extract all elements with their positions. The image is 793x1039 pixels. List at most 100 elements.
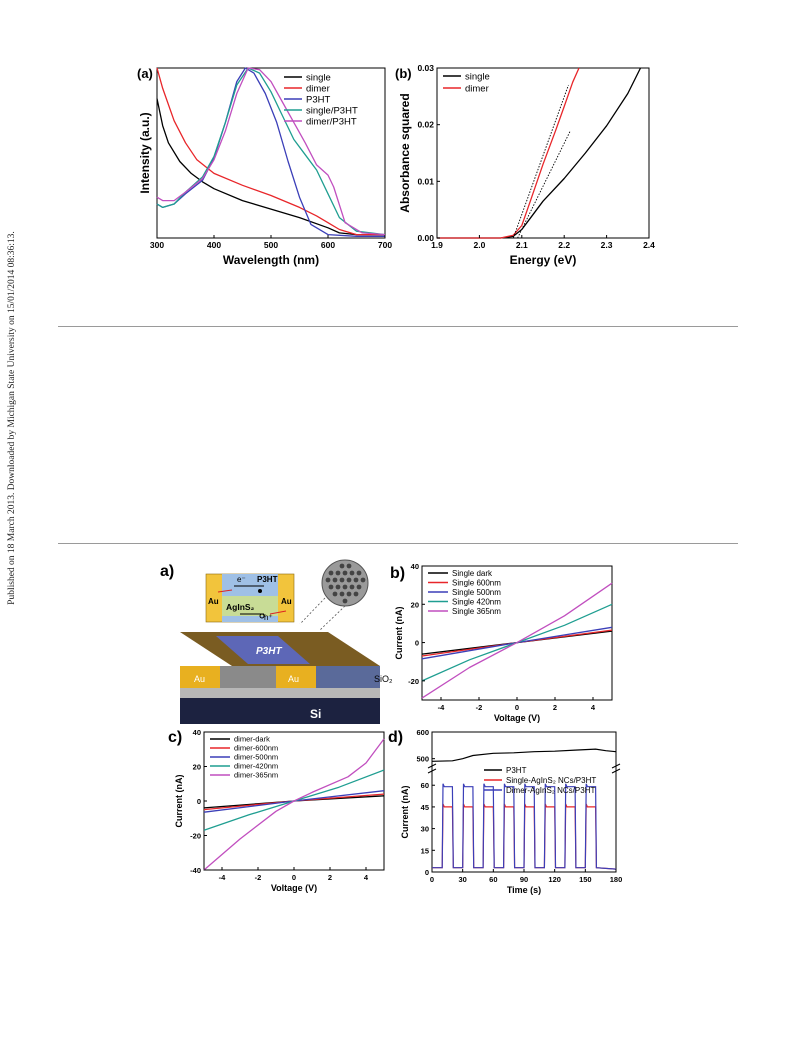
y-tick-label: 15: [421, 846, 429, 855]
x-tick-label: 90: [520, 875, 528, 884]
x-tick-label: 600: [321, 240, 335, 250]
nanocrystal-dot: [332, 577, 338, 583]
legend-label: single: [465, 71, 490, 82]
panel-label: d): [388, 729, 403, 746]
legend-label: dimer-dark: [234, 735, 270, 744]
nanocrystal-dot: [356, 570, 362, 576]
x-tick-label: -4: [219, 873, 226, 882]
nanocrystal-dot: [349, 570, 355, 576]
x-tick-label: 60: [489, 875, 497, 884]
margin-note-text: Published on 18 March 2013. Downloaded b…: [7, 231, 17, 605]
section-divider-bottom: [58, 543, 738, 544]
nanocrystal-dot: [342, 598, 348, 604]
hole-dot: [259, 613, 265, 619]
figure-top-panel-b: 1.9 2.0 2.1 2.2 2.3 2.4 0.00 0.01 0.02 0.03 Energy…: [395, 63, 655, 267]
legend-label: Single 500nm: [452, 588, 501, 597]
x-tick-label: 150: [579, 875, 592, 884]
y-tick-label: 0.01: [417, 176, 434, 186]
y-axis-label: Current (nA): [174, 775, 184, 828]
figure-bottom-panel-a-schematic: a) Au Au P3HT AgInS₂ e⁻ h⁺ P3HT Au Au SiO₂ Si: [160, 559, 393, 724]
y-tick-label: 0.00: [417, 233, 434, 243]
x-axis-label: Wavelength (nm): [223, 253, 319, 267]
y-tick-label: 500: [416, 755, 429, 764]
hole-arrow: [269, 610, 287, 615]
x-tick-label: 0: [430, 875, 434, 884]
y-tick-label: 20: [411, 600, 419, 609]
x-tick-label: 2.3: [601, 240, 613, 250]
nanocrystal-dot: [346, 591, 352, 597]
au-label: Au: [288, 674, 299, 684]
nanocrystal-dot: [335, 584, 341, 590]
electron-label: e⁻: [237, 575, 246, 584]
nanocrystal-dot: [353, 591, 359, 597]
x-tick-label: 2.1: [516, 240, 528, 250]
series-line-2: [437, 67, 580, 239]
plot-frame: [436, 67, 650, 239]
p3ht-film-top: [216, 636, 310, 664]
y-tick-label: 0: [197, 797, 201, 806]
y-tick-label: 40: [193, 728, 201, 737]
legend-label: Dimer-AgInS₂ NCs/P3HT: [506, 786, 595, 795]
electron-dot: [258, 589, 262, 593]
legend-label: dimer/P3HT: [306, 116, 357, 127]
legend-label: Single dark: [452, 569, 493, 578]
nanocrystal-dot: [356, 584, 362, 590]
y-tick-label: -20: [190, 832, 201, 841]
axis-break-mark: [611, 763, 621, 769]
au-front-right: [276, 666, 316, 688]
legend-label: dimer-365nm: [234, 771, 278, 780]
tangent-line: [517, 130, 571, 239]
series-line-1: [156, 98, 385, 236]
section-divider-top: [58, 326, 738, 327]
x-tick-label: 4: [591, 703, 596, 712]
zoom-line: [319, 605, 346, 631]
inset-p3ht-label: P3HT: [257, 575, 278, 584]
nanocrystal-dot: [346, 577, 352, 583]
y-tick-label: -40: [190, 866, 201, 875]
nanocrystal-dot: [325, 577, 331, 583]
y-tick-label: 60: [421, 781, 429, 790]
nanocrystal-dot: [328, 570, 334, 576]
x-tick-label: 500: [264, 240, 278, 250]
x-tick-label: 2.4: [643, 240, 655, 250]
y-axis-label: Current (nA): [394, 607, 404, 660]
y-tick-label: 20: [193, 763, 201, 772]
p3ht-label: P3HT: [256, 646, 282, 657]
legend-label: single/P3HT: [306, 105, 358, 116]
x-tick-label: 2.2: [558, 240, 570, 250]
channel-front: [220, 666, 276, 688]
panel-label: a): [160, 563, 174, 580]
nanocrystal-dot: [346, 563, 352, 569]
au-label: Au: [194, 674, 205, 684]
x-tick-label: 2.0: [473, 240, 485, 250]
x-tick-label: -4: [438, 703, 445, 712]
y-tick-label: 0: [415, 639, 419, 648]
x-tick-label: -2: [476, 703, 483, 712]
nanocrystal-dot: [342, 570, 348, 576]
sio2-front-face: [180, 688, 380, 698]
x-tick-label: -2: [255, 873, 262, 882]
y-tick-label: 30: [421, 825, 429, 834]
panel-label: b): [390, 565, 405, 582]
x-tick-label: 0: [515, 703, 519, 712]
x-tick-label: 120: [548, 875, 561, 884]
legend-label: dimer-600nm: [234, 744, 278, 753]
legend-label: P3HT: [306, 94, 330, 105]
x-tick-label: 400: [207, 240, 221, 250]
legend-label: P3HT: [506, 766, 527, 775]
y-tick-label: 600: [416, 728, 429, 737]
nanocrystal-dot: [360, 577, 366, 583]
series-line-3: [156, 67, 385, 237]
series-line-1: [203, 795, 385, 809]
au-label-left: Au: [208, 597, 219, 606]
nanocrystal-dot: [339, 577, 345, 583]
series-line-4: [203, 769, 385, 831]
legend-label: dimer-420nm: [234, 762, 278, 771]
x-tick-label: 700: [378, 240, 392, 250]
nanocrystal-dot: [339, 563, 345, 569]
nanocrystal-dot: [342, 584, 348, 590]
legend-label: Single 365nm: [452, 607, 501, 616]
si-label: Si: [310, 707, 321, 721]
x-tick-label: 180: [610, 875, 623, 884]
au-front-left: [180, 666, 220, 688]
